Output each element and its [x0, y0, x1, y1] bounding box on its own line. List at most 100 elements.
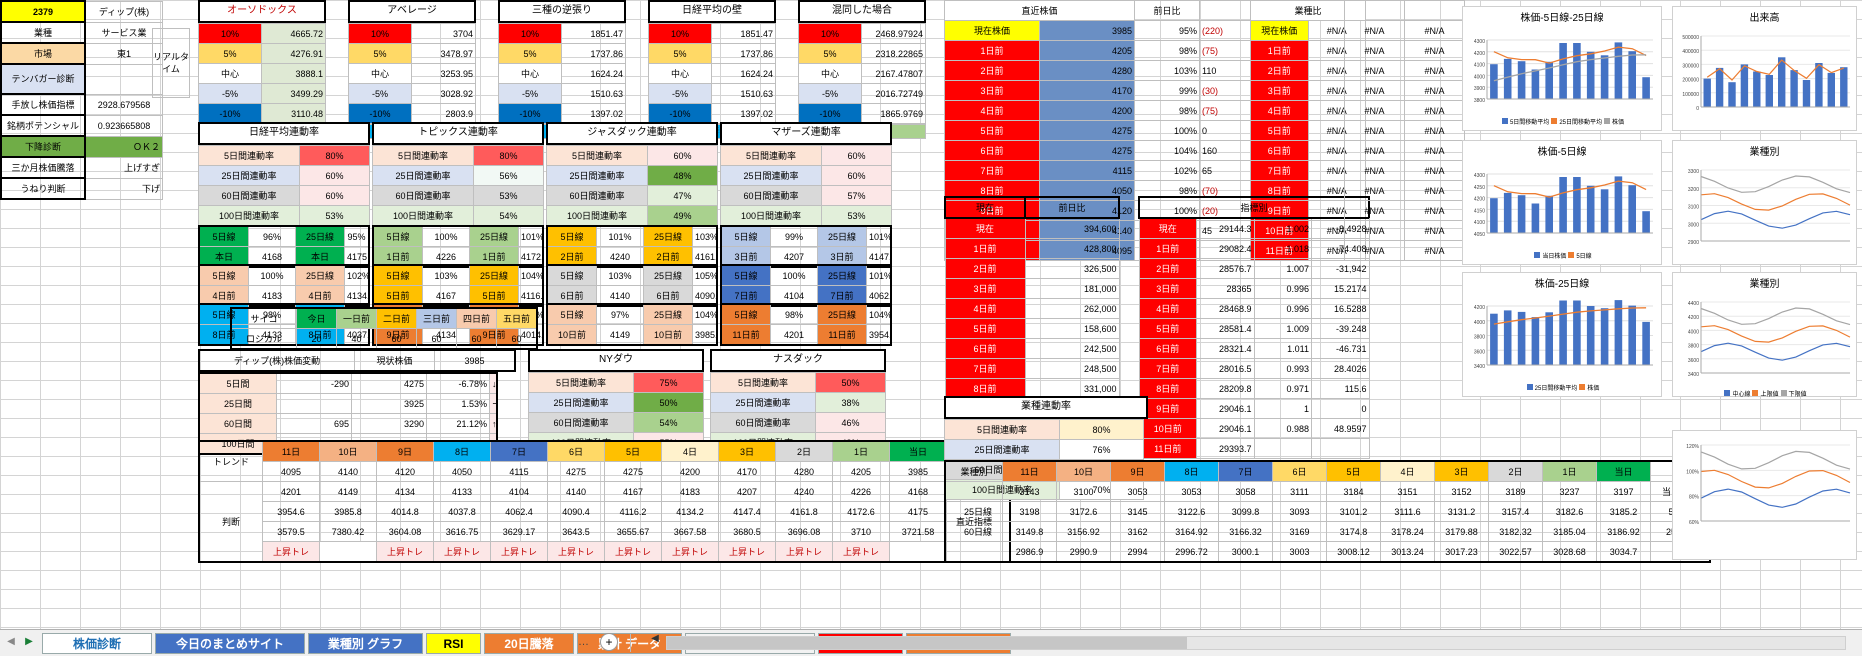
- band-value: 4276.91: [261, 43, 326, 64]
- psycho-label-2: ロジカル: [230, 328, 297, 350]
- ma25-pct: 101%: [866, 264, 892, 286]
- band-group: 三種の逆張り 10% 1851.47 5% 1737.86 中心 1624.24 -5% 151…: [498, 0, 626, 139]
- trend-value: 3954.6: [262, 501, 320, 522]
- chart-legend: 25日間移動平均 株価: [1463, 383, 1661, 392]
- correlation-label: 25日間連動率: [720, 165, 822, 186]
- sector-trend-value: 3143: [1002, 481, 1057, 502]
- ma5-pct: 99%: [770, 225, 818, 247]
- hscroll-left-icon[interactable]: ◀: [651, 633, 659, 644]
- sector-trend-value: 2986.9: [1002, 541, 1057, 563]
- sheet-tab-1[interactable]: 今日のまとめサイト: [155, 633, 305, 654]
- next-sheet-arrow[interactable]: ▶: [25, 636, 33, 647]
- sheet-tab-4[interactable]: 20日騰落: [484, 633, 574, 654]
- sheet-tab-2[interactable]: 業種別 グラフ: [308, 633, 423, 654]
- trend-signal: 上昇トレ: [832, 541, 890, 563]
- indicator-b: 1.002: [1253, 217, 1312, 239]
- band-level: 5%: [198, 43, 262, 64]
- recent-day: 6日前: [944, 140, 1040, 161]
- trend-value: 4226: [832, 481, 890, 502]
- indicator-c: 28.4026: [1311, 358, 1370, 379]
- aux-chart[interactable]: 業種別 4400 4200 4000 3800 3600 3400 中心線 上限値 下限値: [1672, 272, 1857, 398]
- aux-chart[interactable]: 出来高 500000 400000 300000 200000 100000 0: [1672, 6, 1857, 131]
- volume-value: 181,000: [1024, 278, 1120, 299]
- sector-trend-value: 3166.32: [1218, 521, 1273, 542]
- sector-trend-value: 3013.24: [1380, 541, 1435, 563]
- svg-text:4100: 4100: [1474, 220, 1485, 226]
- trend-value: 4170: [718, 461, 776, 482]
- add-sheet-button[interactable]: +: [600, 633, 618, 651]
- overseas-title: NYダウ: [528, 349, 704, 372]
- band-value: 1851.47: [711, 23, 776, 44]
- scrollbar-thumb[interactable]: [667, 637, 1187, 649]
- indicator-a: 28581.4: [1196, 318, 1255, 339]
- trend-value: 4120: [376, 461, 434, 482]
- sector-day: 1日前: [1250, 40, 1309, 61]
- sector-na-2: #N/A: [1344, 20, 1405, 41]
- sector-trend-value: 3149.8: [1002, 521, 1057, 542]
- trend-value: 4115: [490, 461, 548, 482]
- band-value: 4665.72: [261, 23, 326, 44]
- stock-code[interactable]: 2379: [0, 0, 86, 23]
- ma25-pct: 101%: [866, 225, 892, 247]
- prev-sheet-arrow[interactable]: ◀: [7, 636, 15, 647]
- stock-chart[interactable]: 株価-5日線-25日線 4300 4200 4100 4000 3900 3800 5日間移動…: [1462, 6, 1662, 131]
- sector-trend-value: 3156.92: [1056, 521, 1111, 542]
- band-level: 10%: [198, 23, 262, 44]
- ma5-pct: 101%: [596, 225, 644, 247]
- row-label-2: テンバガー診断: [0, 63, 86, 95]
- sector-trend-value: 3185.2: [1596, 501, 1651, 522]
- ma25-label: 25日線: [643, 225, 693, 247]
- hendou-base: 3925: [351, 393, 427, 414]
- sector-trend-value: 3172.6: [1056, 501, 1111, 522]
- sector-trend-value: 3145: [1110, 501, 1165, 522]
- volume-day: 4日前: [944, 298, 1026, 319]
- sector-trend-value: 3000.1: [1218, 541, 1273, 563]
- stock-chart[interactable]: 株価-25日線 4200 4000 3800 3600 3400 25日間移動平均 株価: [1462, 272, 1662, 397]
- sector-trend-day: 6日: [1272, 460, 1327, 482]
- volume-day: 現在: [944, 217, 1026, 239]
- sheet-tab-0[interactable]: 株価診断: [42, 633, 152, 654]
- svg-text:2900: 2900: [1688, 240, 1699, 246]
- correlation-label: 25日間連動率: [198, 165, 300, 186]
- band-value: 3110.48: [261, 103, 326, 124]
- row-value-0: サービス業: [84, 21, 163, 44]
- volume-value: 326,500: [1024, 258, 1120, 279]
- hendou-delta: [276, 393, 352, 414]
- band-level: 中心: [498, 63, 562, 84]
- indicator-head: 指標別: [1138, 196, 1370, 219]
- sector-na-3: #N/A: [1404, 80, 1465, 101]
- band-level: -5%: [498, 83, 562, 104]
- band-value: 3478.97: [411, 43, 476, 64]
- band-level: -5%: [198, 83, 262, 104]
- band-level: 10%: [648, 23, 712, 44]
- correlation-value: 80%: [473, 145, 544, 166]
- trend-signal: 上昇トレ: [718, 541, 776, 563]
- trend-value: 4050: [433, 461, 491, 482]
- aux-chart[interactable]: 120% 100% 80% 60%: [1672, 430, 1857, 560]
- sector-trend-value: 3178.24: [1380, 521, 1435, 542]
- recent-day: 1日前: [944, 40, 1040, 61]
- sector-trend-value: 3174.8: [1326, 521, 1381, 542]
- svg-text:4150: 4150: [1474, 208, 1485, 214]
- band-level: -10%: [348, 103, 412, 124]
- sector-trend-value: 3185.04: [1542, 521, 1597, 542]
- recent-pct: 104%: [1134, 140, 1200, 161]
- recent-pct: 100%: [1134, 120, 1200, 141]
- psycho-value: 60: [456, 328, 497, 350]
- band-level: -5%: [798, 83, 862, 104]
- correlation-value: 49%: [647, 205, 718, 226]
- trend-signal: 上昇トレ: [262, 541, 320, 563]
- trend-value: 4175: [889, 501, 947, 522]
- sheet-tab-3[interactable]: RSI: [426, 633, 481, 654]
- svg-text:3600: 3600: [1474, 349, 1485, 355]
- sector-na-extra: #N/A #N/A #N/A #N/A #N/A #N/A #N/A #N/A #N/A #N/A…: [1344, 0, 1465, 261]
- horizontal-scrollbar[interactable]: [666, 636, 1846, 650]
- aux-chart[interactable]: 業種別 3300 3200 3100 3000 2900: [1672, 140, 1857, 265]
- sector-corr-title: 業種連動率: [944, 396, 1148, 419]
- more-tabs-icon[interactable]: …: [578, 636, 589, 648]
- indicator-day: 3日前: [1138, 278, 1197, 299]
- recent-price: 4115: [1039, 160, 1135, 181]
- stock-chart[interactable]: 株価-5日線 4300 4250 4200 4150 4100 4050 当日株価 5日線: [1462, 140, 1662, 265]
- ma5-pct: 96%: [248, 225, 296, 247]
